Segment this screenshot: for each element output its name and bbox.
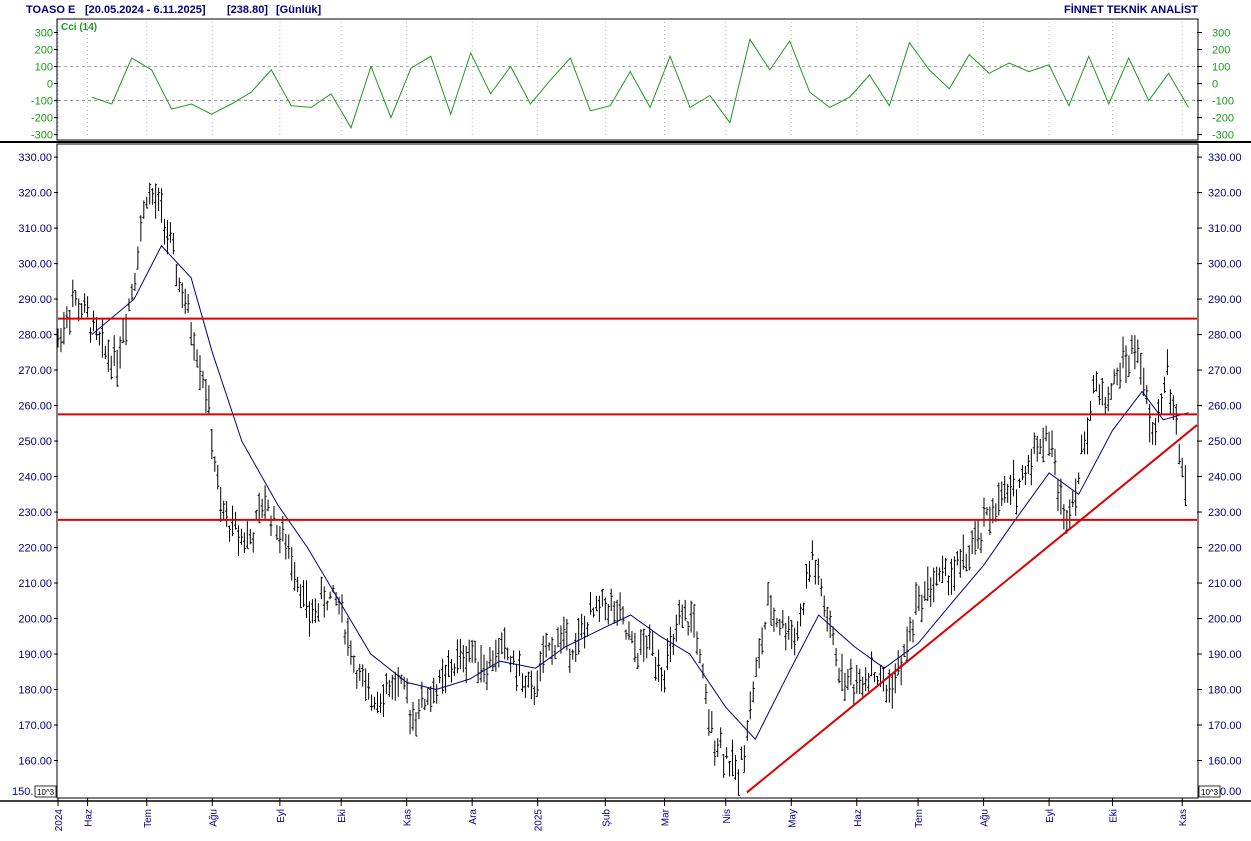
price-y-tick-label-left: 310.00: [18, 223, 52, 235]
price-y-tick-label-right: 200.00: [1208, 614, 1242, 626]
price-y-tick-label-right: 180.00: [1208, 685, 1242, 697]
trend-line: [746, 424, 1198, 794]
cci-series-line: [91, 38, 1189, 130]
cci-y-tick-label-right: -300: [1212, 130, 1234, 142]
price-y-tick-label-right: 300.00: [1208, 259, 1242, 271]
price-y-tick-label-left: 250.00: [18, 436, 52, 448]
x-tick-label: 2024: [54, 809, 65, 832]
x-tick-label: 2025: [534, 809, 545, 832]
cci-y-tick-label-left: 100: [35, 62, 53, 74]
cci-y-tick-label-right: 0: [1212, 79, 1218, 91]
x-tick-label: Mar: [660, 808, 671, 826]
price-y-tick-label-right: 310.00: [1208, 223, 1242, 235]
x-tick-label: Eki: [337, 809, 348, 823]
cci-y-tick-label-right: 300: [1212, 28, 1230, 40]
x-axis-ticks: 2024 Haz Tem Ağu Eyl Eki Kas Ara 2025 Şub Mar Nis Ma…: [54, 798, 1189, 831]
price-y-tick-label-left: 300.00: [18, 259, 52, 271]
price-y-tick-label-left: 270.00: [18, 365, 52, 377]
price-y-tick-label-right: 270.00: [1208, 365, 1242, 377]
cci-y-tick-label-left: 300: [35, 28, 53, 40]
cci-y-ticks: -300 -300 -200 -200 -100 -100 0 0 100 100 200 200 30…: [31, 28, 1234, 142]
x-tick-label: Tem: [143, 809, 154, 828]
price-y-tick-label-left: 170.00: [18, 720, 52, 732]
x-tick-label: Tem: [914, 809, 925, 828]
price-y-tick-label-right: 280.00: [1208, 330, 1242, 342]
x-tick-label: Kas: [403, 809, 414, 826]
price-y-tick-label-left: 280.00: [18, 330, 52, 342]
x-tick-label: Ağu: [208, 809, 219, 827]
period-label: [Günlük]: [276, 4, 322, 16]
x-tick-label: Ağu: [980, 809, 991, 827]
price-grid: [57, 22, 1183, 138]
scale-badge-left: 10^3: [37, 788, 55, 797]
price-y-tick-label-right: 240.00: [1208, 472, 1242, 484]
header-bar: TOASO E [20.05.2024 - 6.11.2025] [238.80…: [26, 3, 1198, 16]
price-y-tick-label-right: 290.00: [1208, 294, 1242, 306]
price-y-tick-label-left: 200.00: [18, 614, 52, 626]
cci-y-tick-label-left: 0: [47, 79, 53, 91]
scale-badge-right-box: [1198, 785, 1221, 798]
price-y-tick-label-right: 170.00: [1208, 720, 1242, 732]
price-y-tick-label-left: 210.00: [18, 578, 52, 590]
cci-panel: -300 -300 -200 -200 -100 -100 0 0 100 100 200 200 30…: [31, 18, 1234, 142]
cci-title: Cci (14): [61, 22, 97, 33]
x-tick-label: Haz: [853, 809, 864, 827]
price-y-tick-label-left: 320.00: [18, 188, 52, 200]
cci-grid: [58, 66, 1197, 101]
price-panel-frame: [56, 143, 1199, 799]
price-y-tick-label-right: 320.00: [1208, 188, 1242, 200]
x-tick-label: Eyl: [1045, 809, 1056, 823]
date-range-label: [20.05.2024 - 6.11.2025]: [85, 4, 206, 16]
price-y-ticks: 160.00 160.00 170.00 170.00 180.00 180.00 190.…: [18, 152, 1241, 767]
scale-badge-left-box: [34, 785, 57, 798]
ticker-label: TOASO E: [26, 4, 75, 16]
support-resistance-lines: [58, 317, 1197, 521]
price-bars: [56, 182, 1187, 796]
cci-y-tick-label-left: -100: [31, 96, 53, 108]
price-y-tick-label-right: 160.00: [1208, 756, 1242, 768]
bottom-right-price-label: 0.00: [1220, 786, 1241, 798]
x-tick-label: Ara: [468, 809, 479, 825]
price-y-tick-label-right: 220.00: [1208, 543, 1242, 555]
price-y-tick-label-left: 240.00: [18, 472, 52, 484]
price-y-tick-label-left: 160.00: [18, 756, 52, 768]
x-tick-label: Haz: [84, 809, 95, 827]
cci-y-tick-label-left: -300: [31, 130, 53, 142]
price-y-tick-label-left: 290.00: [18, 294, 52, 306]
cci-y-tick-label-left: -200: [31, 113, 53, 125]
cci-y-tick-label-right: -100: [1212, 96, 1234, 108]
moving-average-line: [91, 244, 1189, 741]
price-y-tick-label-left: 220.00: [18, 543, 52, 555]
bottom-left-price-label: 150.: [12, 786, 33, 798]
x-tick-label: Eki: [1108, 809, 1119, 823]
price-y-tick-label-left: 190.00: [18, 649, 52, 661]
cci-y-tick-label-right: 200: [1212, 45, 1230, 57]
x-tick-label: May: [787, 809, 798, 828]
price-y-tick-label-right: 260.00: [1208, 401, 1242, 413]
price-y-tick-label-left: 230.00: [18, 507, 52, 519]
price-panel: 160.00 160.00 170.00 170.00 180.00 180.00 190.…: [12, 22, 1242, 799]
cci-y-tick-label-left: 200: [35, 45, 53, 57]
cci-y-tick-label-right: -200: [1212, 113, 1234, 125]
brand-label: FİNNET TEKNİK ANALİST: [1064, 3, 1198, 16]
x-tick-label: Eyl: [276, 809, 287, 823]
price-y-tick-label-right: 250.00: [1208, 436, 1242, 448]
price-y-tick-label-left: 330.00: [18, 152, 52, 164]
price-y-tick-label-right: 230.00: [1208, 507, 1242, 519]
scale-badge-right: 10^3: [1201, 788, 1219, 797]
price-y-tick-label-right: 330.00: [1208, 152, 1242, 164]
price-y-tick-label-right: 190.00: [1208, 649, 1242, 661]
x-tick-label: Kas: [1178, 809, 1189, 826]
price-y-tick-label-right: 210.00: [1208, 578, 1242, 590]
x-tick-label: Nis: [722, 809, 733, 823]
x-tick-label: Şub: [601, 809, 612, 827]
last-price-label: [238.80]: [227, 4, 268, 16]
cci-panel-frame: [56, 18, 1199, 141]
price-y-tick-label-left: 180.00: [18, 685, 52, 697]
price-y-tick-label-left: 260.00: [18, 401, 52, 413]
cci-y-tick-label-right: 100: [1212, 62, 1230, 74]
